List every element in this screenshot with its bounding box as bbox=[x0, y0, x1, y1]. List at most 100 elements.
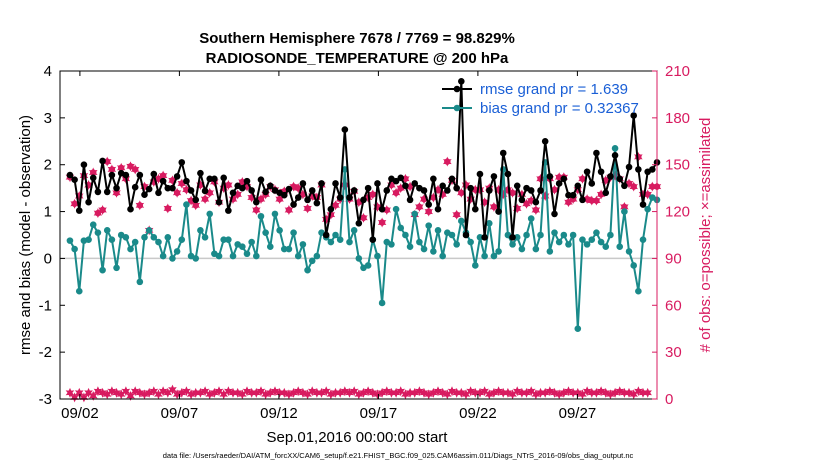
legend-bias-label: bias grand pr = 0.32367 bbox=[480, 100, 639, 117]
rmse-point bbox=[75, 207, 83, 214]
rmse-point bbox=[607, 173, 614, 180]
obs-assimilated-marker bbox=[303, 203, 312, 214]
rmse-point bbox=[420, 187, 428, 194]
bias-point bbox=[248, 238, 255, 246]
obs-assimilated-marker bbox=[573, 184, 583, 195]
obs-assimilated-low-marker bbox=[447, 386, 457, 397]
bias-point bbox=[197, 227, 204, 234]
rmse-point bbox=[136, 171, 144, 179]
bias-point bbox=[113, 264, 120, 272]
rmse-point bbox=[593, 149, 600, 157]
x-tick-label: 09/22 bbox=[459, 405, 497, 422]
obs-assimilated-low-marker bbox=[107, 386, 117, 397]
rmse-point bbox=[308, 187, 316, 194]
rmse-point bbox=[243, 177, 251, 185]
bias-point bbox=[430, 248, 437, 255]
y2-tick-label: 150 bbox=[665, 157, 690, 174]
obs-assimilated-low-marker bbox=[98, 387, 107, 398]
obs-assimilated-low-marker bbox=[112, 387, 121, 398]
bias-point bbox=[420, 245, 428, 253]
rmse-point bbox=[159, 177, 167, 185]
obs-assimilated-low-marker bbox=[256, 386, 266, 397]
bias-point bbox=[621, 208, 628, 215]
bias-point bbox=[495, 248, 502, 255]
bias-point bbox=[201, 234, 209, 241]
rmse-point bbox=[350, 187, 358, 194]
obs-assimilated-marker bbox=[242, 181, 252, 192]
rmse-point bbox=[257, 176, 265, 184]
bias-point bbox=[597, 238, 605, 246]
obs-assimilated-marker bbox=[126, 161, 135, 172]
chart-subtitle: RADIOSONDE_TEMPERATURE @ 200 hPa bbox=[206, 50, 509, 67]
bias-point bbox=[630, 262, 638, 269]
bias-point bbox=[253, 252, 260, 260]
rmse-point bbox=[471, 205, 479, 213]
y2-tick-label: 120 bbox=[665, 204, 690, 221]
y2-axis-label: # of obs: o=possible; ×=assimilated bbox=[697, 118, 714, 353]
obs-assimilated-low-marker bbox=[480, 386, 489, 397]
obs-assimilated-low-marker bbox=[550, 387, 559, 398]
rmse-point bbox=[94, 188, 102, 196]
bias-point bbox=[285, 245, 293, 253]
obs-assimilated-low-marker bbox=[433, 386, 443, 397]
obs-assimilated-low-marker bbox=[396, 386, 406, 397]
obs-assimilated-low-marker bbox=[93, 386, 103, 397]
plot-area: -3 -2 -1 0 1 2 3 4 0 30 60 90 120 150 180 210 09/02 09/07… bbox=[39, 63, 690, 422]
bias-point bbox=[583, 241, 591, 248]
bias-point bbox=[299, 241, 307, 248]
bias-point bbox=[537, 231, 544, 239]
rmse-point bbox=[239, 184, 246, 192]
obs-assimilated-marker bbox=[377, 217, 387, 228]
rmse-point bbox=[197, 169, 204, 177]
obs-assimilated-low-marker bbox=[74, 387, 84, 398]
x-tick-label: 09/02 bbox=[61, 405, 99, 422]
rmse-point bbox=[639, 201, 647, 208]
rmse-point bbox=[89, 174, 97, 182]
bias-point bbox=[406, 243, 414, 251]
y-axis-label: rmse and bias (model - observation) bbox=[17, 115, 34, 355]
rmse-point bbox=[425, 201, 433, 208]
rmse-point bbox=[113, 184, 120, 192]
bias-point bbox=[145, 227, 153, 234]
y2-tick-label: 180 bbox=[665, 110, 690, 127]
bias-point bbox=[388, 241, 395, 248]
bias-point bbox=[108, 236, 116, 243]
rmse-point bbox=[551, 210, 558, 218]
rmse-point bbox=[206, 175, 214, 183]
bias-point bbox=[150, 234, 158, 241]
rmse-point bbox=[99, 157, 106, 165]
obs-assimilated-marker bbox=[135, 200, 145, 211]
bias-point bbox=[588, 236, 596, 243]
rmse-point bbox=[364, 184, 372, 192]
bias-point bbox=[402, 231, 409, 239]
rmse-point bbox=[560, 175, 568, 183]
bias-point bbox=[94, 229, 102, 236]
bias-point bbox=[136, 278, 144, 286]
obs-assimilated-low-marker bbox=[615, 386, 625, 397]
rmse-point bbox=[374, 180, 381, 187]
rmse-point bbox=[266, 182, 274, 190]
bias-point bbox=[518, 245, 526, 253]
obs-assimilated-low-marker bbox=[601, 387, 611, 398]
rmse-point bbox=[211, 175, 218, 183]
x-axis-label: Sep.01,2016 00:00:00 start bbox=[267, 429, 449, 446]
rmse-point bbox=[164, 184, 172, 192]
bias-point bbox=[346, 238, 353, 246]
obs-assimilated-low-marker bbox=[307, 386, 317, 397]
bias-point bbox=[290, 229, 297, 236]
rmse-point bbox=[304, 196, 311, 204]
plot-background bbox=[60, 71, 657, 399]
y-tick-label: -3 bbox=[39, 391, 52, 408]
rmse-point bbox=[649, 166, 656, 173]
obs-assimilated-marker bbox=[191, 200, 201, 211]
bias-point bbox=[229, 252, 237, 260]
obs-assimilated-low-marker bbox=[270, 386, 280, 397]
obs-assimilated-low-marker bbox=[419, 387, 429, 398]
bias-point bbox=[527, 215, 535, 222]
bias-point bbox=[453, 241, 460, 248]
obs-assimilated-low-marker bbox=[65, 387, 75, 398]
rmse-point bbox=[145, 185, 153, 193]
rmse-point bbox=[280, 191, 288, 199]
